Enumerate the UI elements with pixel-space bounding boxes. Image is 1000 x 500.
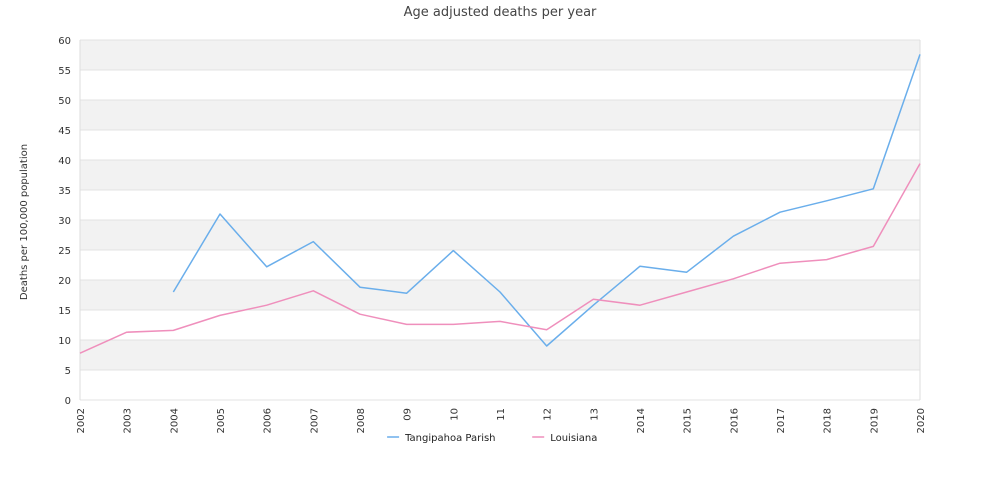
x-tick-label: 2016 [729,408,740,433]
grid-band [80,280,920,310]
x-tick-label: 2003 [123,408,134,433]
x-tick-label: 13 [589,408,600,421]
x-tick-label: 2007 [309,408,320,433]
grid-bands [80,40,920,400]
x-tick-label: 2015 [683,408,694,433]
series-line-louisiana [79,163,921,354]
x-tick-label: 12 [543,408,554,421]
grid-band [80,310,920,340]
x-tick-label: 2017 [776,408,787,433]
x-tick-label: 09 [403,408,414,421]
legend-item: Louisiana [532,433,597,444]
x-tick-label: 11 [496,408,507,421]
grid-band [80,190,920,220]
y-axis-label: Deaths per 100,000 population [19,144,30,300]
gridlines [79,39,921,401]
x-tick-label: 2004 [169,408,180,433]
y-tick-label: 10 [58,336,71,347]
series-line-tangipahoa-parish [172,54,921,347]
legend-label: Louisiana [550,433,597,444]
x-axis-ticks: 2002 2003 2004 2005 2006 2007 2008 09 10 11 12 13 20… [76,408,927,433]
y-tick-label: 0 [65,396,71,407]
grid-band [80,160,920,190]
y-tick-label: 35 [58,186,71,197]
grid-band [80,100,920,130]
y-tick-label: 60 [58,36,71,47]
grid-band [80,70,920,100]
y-tick-label: 5 [65,366,71,377]
grid-band [80,370,920,400]
grid-band [80,130,920,160]
grid-band [80,340,920,370]
x-tick-label: 2002 [76,408,87,433]
x-tick-label: 10 [449,408,460,421]
legend: Tangipahoa Parish Louisiana [387,433,597,444]
grid-band [80,250,920,280]
x-tick-label: 2020 [916,408,927,433]
y-tick-label: 45 [58,126,71,137]
y-tick-label: 50 [58,96,71,107]
x-tick-label: 2019 [869,408,880,433]
series-layer [79,54,921,354]
x-tick-label: 2005 [216,408,227,433]
legend-item: Tangipahoa Parish [387,433,496,444]
y-axis-ticks: 0 5 10 15 20 25 30 35 40 45 50 55 60 [58,36,71,407]
grid-band [80,40,920,70]
x-tick-label: 2014 [636,408,647,433]
y-tick-label: 25 [58,246,71,257]
x-tick-label: 2008 [356,408,367,433]
y-tick-label: 30 [58,216,71,227]
x-tick-label: 2018 [823,408,834,433]
grid-band [80,220,920,250]
y-tick-label: 15 [58,306,71,317]
chart-title: Age adjusted deaths per year [404,5,597,20]
x-tick-label: 2006 [263,408,274,433]
y-tick-label: 20 [58,276,71,287]
y-tick-label: 40 [58,156,71,167]
y-tick-label: 55 [58,66,71,77]
legend-label: Tangipahoa Parish [404,433,495,444]
